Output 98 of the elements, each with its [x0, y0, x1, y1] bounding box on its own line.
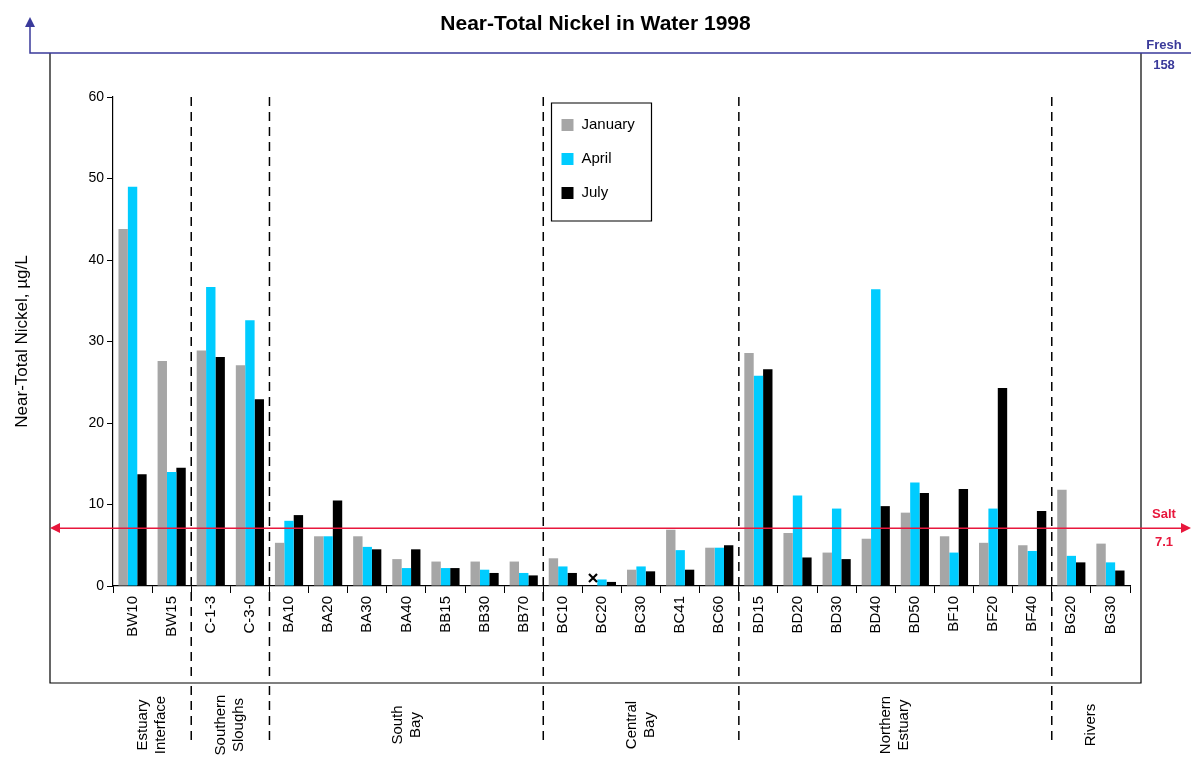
- bar: [1027, 550, 1037, 586]
- x-tick-label: BG30: [1100, 596, 1118, 635]
- bar: [714, 547, 724, 586]
- y-tick-label: 60: [88, 87, 105, 104]
- bar: [235, 365, 246, 586]
- bar: [118, 229, 128, 586]
- x-tick-label: BA10: [279, 596, 297, 633]
- bar: [323, 536, 333, 586]
- bar: [401, 568, 412, 586]
- bar: [1105, 562, 1116, 586]
- x-tick-label: BC41: [670, 596, 688, 634]
- bar: [822, 552, 832, 586]
- x-tick-label: BC60: [709, 596, 727, 634]
- bar: [284, 520, 294, 586]
- bar: [744, 352, 754, 586]
- legend-label: July: [581, 183, 609, 201]
- bar: [206, 286, 216, 586]
- x-tick-label: BB15: [435, 596, 453, 633]
- x-tick-label: BB70: [513, 596, 531, 633]
- bar: [792, 495, 803, 586]
- x-tick-label: BA20: [318, 596, 336, 633]
- bar: [245, 320, 255, 586]
- x-tick-label: BB30: [474, 596, 492, 633]
- y-tick-label: 20: [88, 413, 105, 430]
- x-tick-label: BC20: [592, 596, 610, 634]
- x-tick-label: BC30: [631, 596, 649, 634]
- bar: [753, 375, 764, 586]
- bar: [274, 542, 285, 586]
- x-tick-label: BC10: [552, 596, 570, 634]
- bar: [597, 579, 607, 586]
- x-tick-label: C-1-3: [200, 596, 218, 634]
- bar: [1096, 543, 1106, 586]
- bar: [470, 561, 480, 586]
- bar: [353, 536, 363, 586]
- bar: [548, 558, 559, 586]
- y-tick-label: 10: [88, 495, 105, 512]
- x-tick-label: BD30: [826, 596, 844, 634]
- x-tick-label: BF10: [944, 596, 962, 632]
- bar: [705, 547, 715, 586]
- text: Rivers: [1081, 703, 1099, 747]
- bar: [362, 546, 372, 586]
- text: Central Bay: [622, 700, 658, 750]
- text: 158: [1153, 56, 1175, 72]
- text: Fresh: [1146, 36, 1182, 52]
- y-axis-title: Near-Total Nickel, µg/L: [11, 255, 31, 428]
- x-tick-label: BW10: [122, 596, 140, 637]
- bar: [831, 508, 842, 586]
- bar: [783, 533, 793, 586]
- bar: [127, 186, 138, 586]
- bar: [871, 289, 881, 586]
- ref-line-label: Salt 7.1: [1152, 505, 1177, 549]
- x-tick-label: BD15: [748, 596, 766, 634]
- y-tick-label: 40: [88, 250, 105, 267]
- legend-label: January: [581, 115, 636, 133]
- bar: [636, 566, 646, 586]
- text: Estuary Interface: [133, 695, 169, 755]
- bar: [910, 482, 920, 586]
- bar: [626, 569, 637, 586]
- bar: [666, 529, 676, 586]
- y-tick-label: 30: [88, 332, 105, 349]
- bar: [1018, 545, 1028, 586]
- bar: [166, 471, 177, 586]
- x-tick-label: BG20: [1061, 596, 1079, 635]
- x-tick-label: BD40: [865, 596, 883, 634]
- bar: [558, 566, 568, 586]
- bar: [440, 568, 451, 586]
- x-tick-label: BA30: [357, 596, 375, 633]
- x-tick-label: BF40: [1022, 596, 1040, 632]
- y-tick-label: 0: [96, 576, 105, 593]
- chart-title: Near-Total Nickel in Water 1998: [440, 10, 752, 34]
- bar: [509, 561, 520, 586]
- bar: [861, 538, 872, 586]
- bar: [1057, 489, 1067, 586]
- x-tick-label: BD20: [787, 596, 805, 634]
- text: Northern Estuary: [876, 695, 912, 755]
- text: Southern Sloughs: [211, 694, 247, 756]
- bar: [196, 350, 207, 586]
- bar: [988, 508, 998, 586]
- x-tick-label: BW15: [161, 596, 179, 637]
- x-tick-label: BD50: [905, 596, 923, 634]
- bar: [900, 512, 911, 586]
- bar: [519, 572, 529, 586]
- bar: [392, 559, 402, 586]
- bar: [479, 569, 490, 586]
- bar: [949, 552, 959, 586]
- bar: [979, 542, 989, 586]
- x-tick-label: BA40: [396, 596, 414, 633]
- legend-label: April: [581, 149, 612, 167]
- bar: [939, 536, 950, 586]
- y-tick-label: 50: [88, 169, 105, 186]
- x-tick-label: C-3-0: [240, 596, 258, 634]
- bar: [314, 536, 324, 586]
- text: South Bay: [387, 705, 423, 745]
- x-tick-label: BF20: [983, 596, 1001, 632]
- bar: [675, 550, 685, 586]
- bar: [1066, 555, 1077, 586]
- bar: [157, 361, 167, 586]
- bar: [431, 561, 441, 586]
